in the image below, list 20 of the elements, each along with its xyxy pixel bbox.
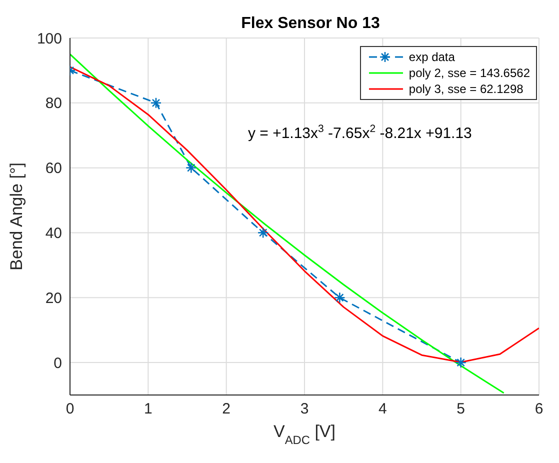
annotation: y = +1.13x$^{3}$ -7.65x$^{2}$ -8.21x +91.13 <box>248 123 472 142</box>
legend-label: poly 3, sse = 62.1298 <box>408 81 524 97</box>
y-tick-label: 0 <box>54 354 62 372</box>
x-tick-label: 3 <box>300 400 309 418</box>
y-tick-label: 100 <box>36 30 62 48</box>
legend-label: exp data <box>408 49 455 65</box>
y-tick-label: 60 <box>45 160 62 178</box>
legend-label: poly 2, sse = 143.6562 <box>408 65 530 81</box>
x-tick-label: 1 <box>144 400 152 418</box>
x-tick-label: 4 <box>378 400 387 418</box>
y-tick-label: 20 <box>45 290 62 307</box>
y-tick-label: 80 <box>45 95 62 112</box>
chart-title: Flex Sensor No 13 <box>241 15 380 32</box>
x-axis-title: V$_{ADC}$ [V] <box>274 422 336 447</box>
y-axis-title: Bend Angle [°] <box>7 162 26 270</box>
x-tick-label: 2 <box>222 400 231 418</box>
y-tick-label: 40 <box>45 225 62 242</box>
x-tick-label: 5 <box>456 400 466 418</box>
x-tick-label: 0 <box>66 400 74 418</box>
x-tick-label: 6 <box>534 400 544 418</box>
